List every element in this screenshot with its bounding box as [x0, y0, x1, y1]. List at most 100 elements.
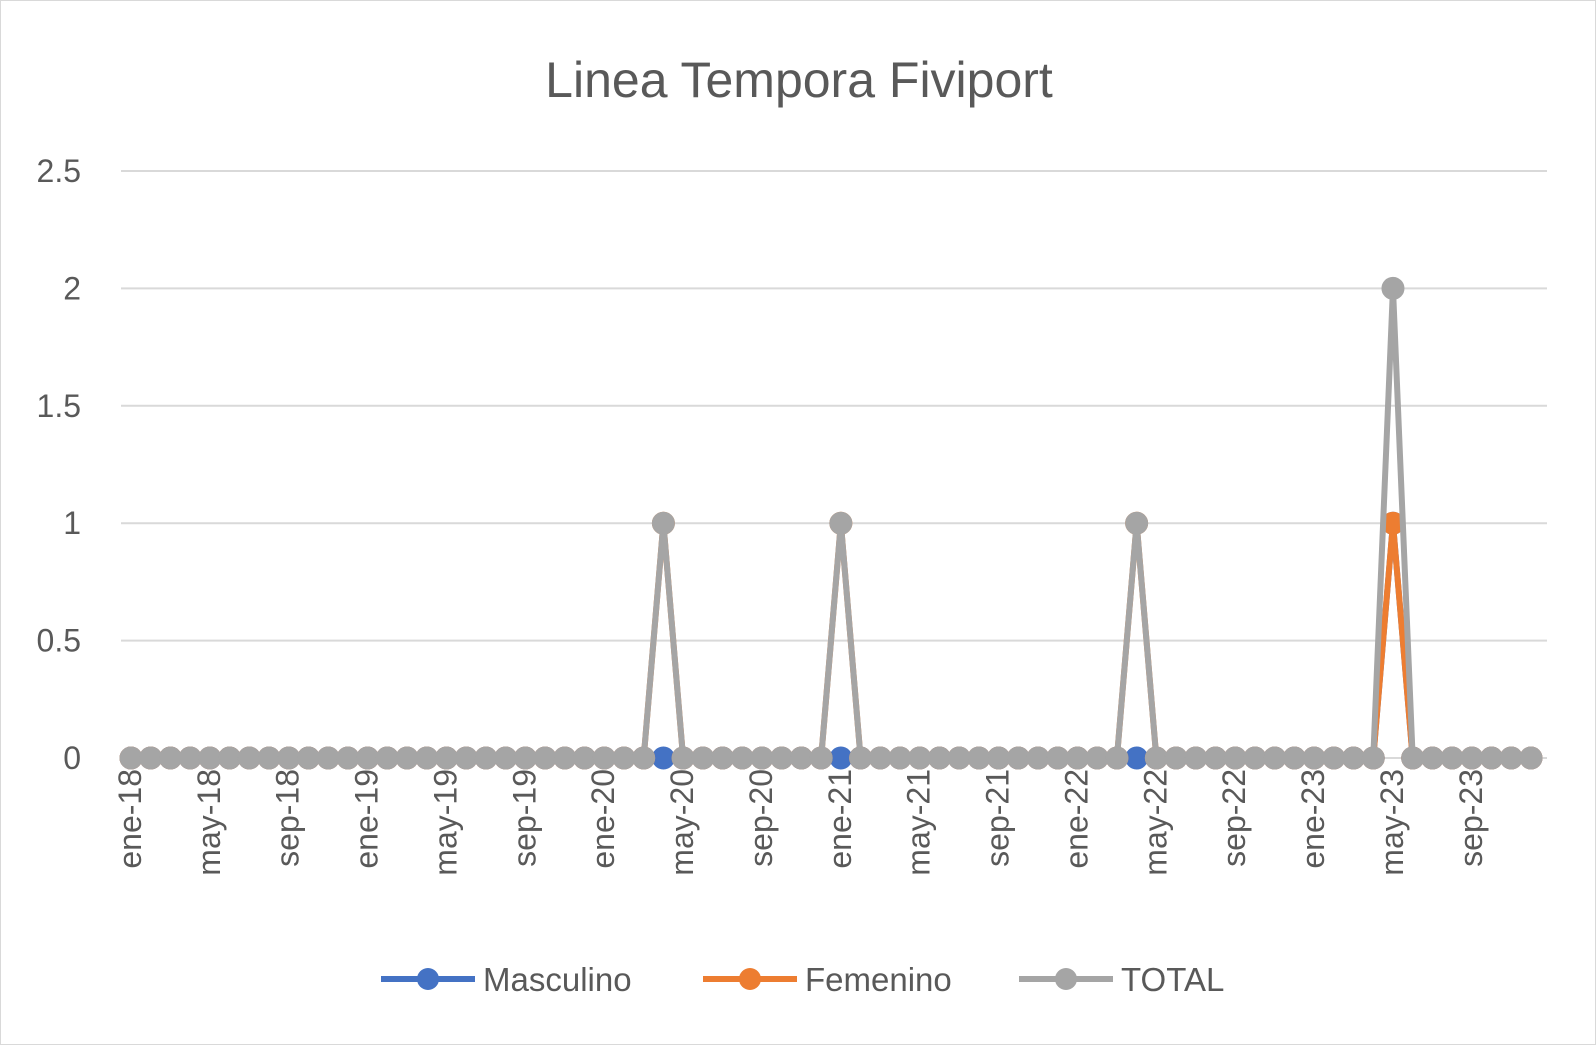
x-axis-ticks: ene-18 may-18 sep-18 ene-19 may-19 sep-19 ene-… [112, 769, 1489, 876]
x-tick-label: ene-22 [1058, 769, 1094, 869]
data-point [809, 746, 833, 770]
data-point [1204, 746, 1228, 770]
data-point [178, 746, 202, 770]
data-point [1065, 746, 1089, 770]
data-point [1105, 746, 1129, 770]
data-point [1322, 746, 1346, 770]
data-point [987, 746, 1011, 770]
data-point [651, 746, 675, 770]
data-point [1519, 746, 1543, 770]
y-tick-label: 1 [63, 505, 81, 541]
data-point [1263, 746, 1287, 770]
data-point [651, 511, 675, 535]
data-point [1401, 746, 1425, 770]
data-point [277, 746, 301, 770]
data-point [1046, 746, 1070, 770]
data-point [947, 746, 971, 770]
data-point [158, 746, 182, 770]
data-point [789, 746, 813, 770]
legend-label: TOTAL [1121, 961, 1224, 998]
data-point [395, 746, 419, 770]
data-point [691, 746, 715, 770]
x-tick-label: may-19 [427, 769, 463, 876]
legend: Masculino Femenino TOTAL [381, 961, 1224, 998]
data-point [927, 746, 951, 770]
data-point [434, 746, 458, 770]
legend-swatch-marker [1055, 968, 1077, 990]
data-point [494, 746, 518, 770]
data-point [1026, 746, 1050, 770]
data-point [356, 746, 380, 770]
x-tick-label: ene-21 [822, 769, 858, 869]
data-point [257, 746, 281, 770]
x-tick-label: ene-18 [112, 769, 148, 869]
data-point [1381, 276, 1405, 300]
x-tick-label: ene-20 [585, 769, 621, 869]
data-point [849, 746, 873, 770]
data-point [888, 746, 912, 770]
legend-label: Masculino [483, 961, 632, 998]
data-point [454, 746, 478, 770]
legend-swatch-marker [739, 968, 761, 990]
data-point [296, 746, 320, 770]
data-point [573, 746, 597, 770]
x-tick-label: sep-21 [980, 769, 1016, 867]
data-point [592, 746, 616, 770]
x-tick-label: may-21 [901, 769, 937, 876]
data-point [908, 746, 932, 770]
data-point [553, 746, 577, 770]
x-tick-label: may-22 [1137, 769, 1173, 876]
legend-swatch-marker [417, 968, 439, 990]
data-point [415, 746, 439, 770]
x-tick-label: sep-19 [506, 769, 542, 867]
data-point [730, 746, 754, 770]
series-total [119, 276, 1543, 770]
data-point [829, 746, 853, 770]
legend-label: Femenino [805, 961, 952, 998]
series-group [119, 276, 1543, 770]
data-point [1499, 746, 1523, 770]
x-tick-label: ene-19 [349, 769, 385, 869]
y-tick-label: 1.5 [37, 388, 81, 424]
data-point [1420, 746, 1444, 770]
data-point [671, 746, 695, 770]
x-tick-label: may-18 [191, 769, 227, 876]
data-point [1243, 746, 1267, 770]
x-tick-label: may-23 [1374, 769, 1410, 876]
x-tick-label: may-20 [664, 769, 700, 876]
data-point [375, 746, 399, 770]
data-point [533, 746, 557, 770]
y-tick-label: 2.5 [37, 153, 81, 189]
data-point [1164, 746, 1188, 770]
data-point [119, 746, 143, 770]
data-point [316, 746, 340, 770]
data-point [612, 746, 636, 770]
data-point [336, 746, 360, 770]
data-point [1085, 746, 1109, 770]
data-point [237, 746, 261, 770]
y-tick-label: 2 [63, 270, 81, 306]
data-point [868, 746, 892, 770]
data-point [750, 746, 774, 770]
data-point [1125, 511, 1149, 535]
x-tick-label: sep-18 [270, 769, 306, 867]
data-point [1125, 746, 1149, 770]
data-point [1184, 746, 1208, 770]
data-point [1460, 746, 1484, 770]
data-point [513, 746, 537, 770]
x-tick-label: ene-23 [1295, 769, 1331, 869]
data-point [1006, 746, 1030, 770]
data-point [1302, 746, 1326, 770]
data-point [1342, 746, 1366, 770]
data-point [632, 746, 656, 770]
data-point [218, 746, 242, 770]
data-point [967, 746, 991, 770]
y-tick-label: 0.5 [37, 623, 81, 659]
data-point [198, 746, 222, 770]
gridlines [121, 170, 1547, 642]
data-point [1144, 746, 1168, 770]
data-point [770, 746, 794, 770]
legend-item-femenino: Femenino [703, 961, 952, 998]
